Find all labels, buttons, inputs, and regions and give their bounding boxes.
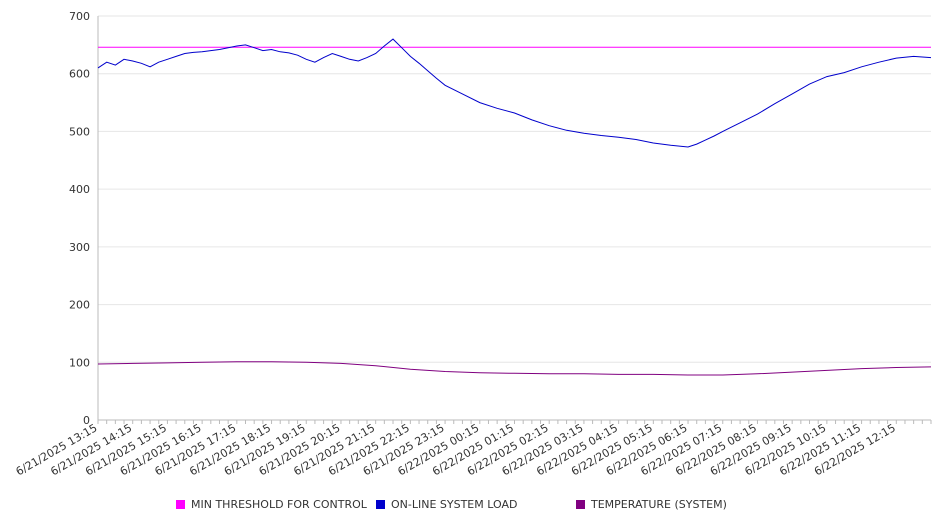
legend-item-min-threshold: MIN THRESHOLD FOR CONTROL: [176, 498, 367, 511]
series-lines: [97, 38, 932, 376]
series-system-load: [97, 38, 932, 148]
legend-label: TEMPERATURE (SYSTEM): [591, 498, 727, 511]
legend-item-temperature: TEMPERATURE (SYSTEM): [576, 498, 727, 511]
legend-swatch-purple: [576, 500, 585, 509]
legend-swatch-magenta: [176, 500, 185, 509]
legend: MIN THRESHOLD FOR CONTROL ON-LINE SYSTEM…: [0, 498, 946, 514]
legend-item-system-load: ON-LINE SYSTEM LOAD: [376, 498, 517, 511]
y-tick-label: 400: [69, 183, 90, 196]
y-tick-label: 300: [69, 241, 90, 254]
y-tick-labels: 0 100 200 300 400 500 600 700: [69, 10, 90, 427]
y-tick-label: 200: [69, 299, 90, 312]
y-tick-label: 0: [83, 414, 90, 427]
grid-lines: [98, 15, 931, 421]
axes: [97, 16, 932, 424]
y-tick-label: 500: [69, 125, 90, 138]
y-tick-label: 100: [69, 356, 90, 369]
y-tick-label: 700: [69, 10, 90, 23]
line-chart: 0 100 200 300 400 500 600 700 6/21/2025 13:156/…: [14, 10, 932, 478]
series-temperature: [97, 361, 932, 376]
y-tick-label: 600: [69, 68, 90, 81]
x-tick-labels: 6/21/2025 13:156/21/2025 14:156/21/2025 …: [14, 421, 898, 478]
legend-label: MIN THRESHOLD FOR CONTROL: [191, 498, 367, 511]
legend-swatch-blue: [376, 500, 385, 509]
legend-label: ON-LINE SYSTEM LOAD: [391, 498, 518, 511]
